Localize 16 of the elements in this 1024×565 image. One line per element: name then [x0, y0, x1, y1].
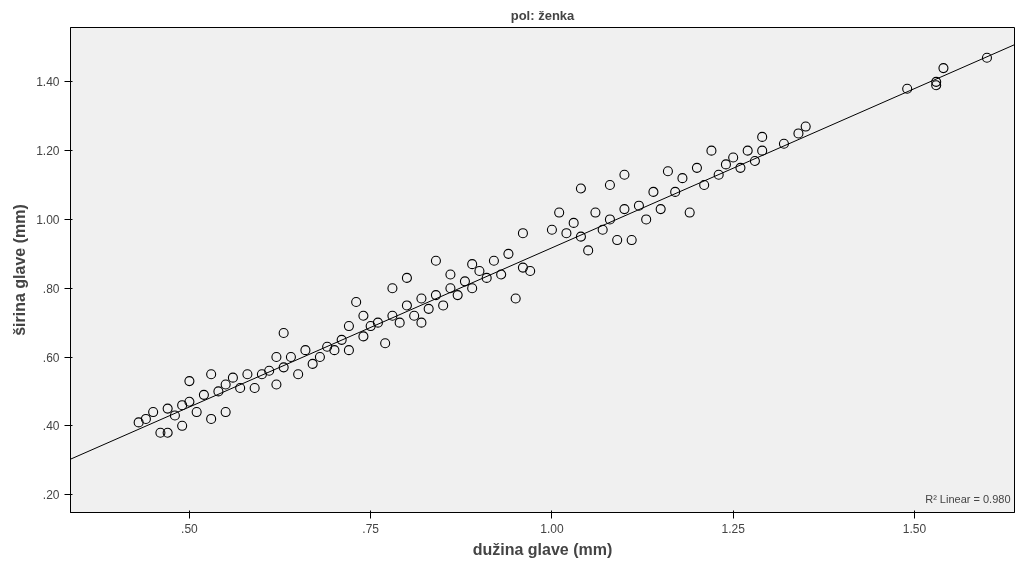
chart-title: pol: ženka	[510, 7, 576, 23]
x-tick-label: 1.50	[902, 521, 927, 536]
x-axis-title: dužina glave (mm)	[472, 540, 613, 558]
y-tick-label: 1.00	[36, 212, 60, 227]
y-tick-label: .80	[42, 281, 60, 296]
x-tick-label: .50	[181, 521, 199, 536]
x-tick-label: .75	[362, 521, 380, 536]
y-tick-label: .20	[42, 488, 60, 503]
y-tick-label: .40	[42, 419, 60, 434]
annotation: R² Linear = 0.980	[925, 492, 1011, 505]
y-axis-title: širina glave (mm)	[11, 204, 29, 336]
x-tick-label: 1.00	[540, 521, 564, 536]
y-tick-label: 1.40	[36, 75, 60, 90]
y-tick-label: .60	[42, 350, 60, 365]
x-tick-label: 1.25	[721, 521, 746, 536]
y-tick-label: 1.20	[36, 144, 60, 159]
